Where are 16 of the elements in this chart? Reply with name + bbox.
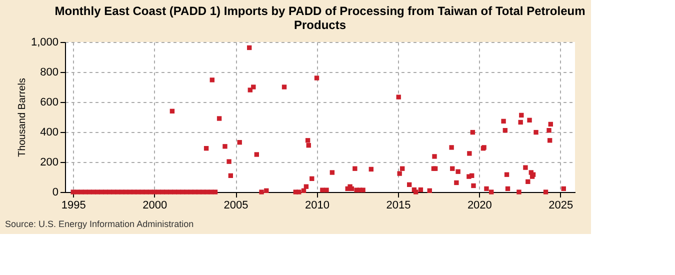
x-tick-label: 2015 — [386, 200, 411, 212]
x-tick-label: 2010 — [305, 200, 330, 212]
y-tick-label: 600 — [40, 96, 58, 108]
y-axis-title: Thousand Barrels — [16, 78, 28, 157]
y-tick-label: 0 — [52, 186, 58, 198]
x-tick-label: 2020 — [467, 200, 492, 212]
x-tick-label: 2005 — [224, 200, 248, 212]
y-tick-label: 400 — [40, 126, 58, 138]
chart-title: Monthly East Coast (PADD 1) Imports by PADD of Processing from Taiwan of Total Petroleum Products — [54, 4, 586, 32]
y-tick-label: 200 — [40, 156, 58, 168]
y-tick-label: 1,000 — [30, 36, 58, 48]
source-note: Source: U.S. Energy Information Administration — [5, 219, 194, 229]
x-tick-label: 2000 — [142, 200, 168, 212]
x-tick-label: 2025 — [548, 200, 574, 212]
y-tick-label: 800 — [40, 66, 58, 78]
x-tick-label: 1995 — [61, 200, 86, 212]
